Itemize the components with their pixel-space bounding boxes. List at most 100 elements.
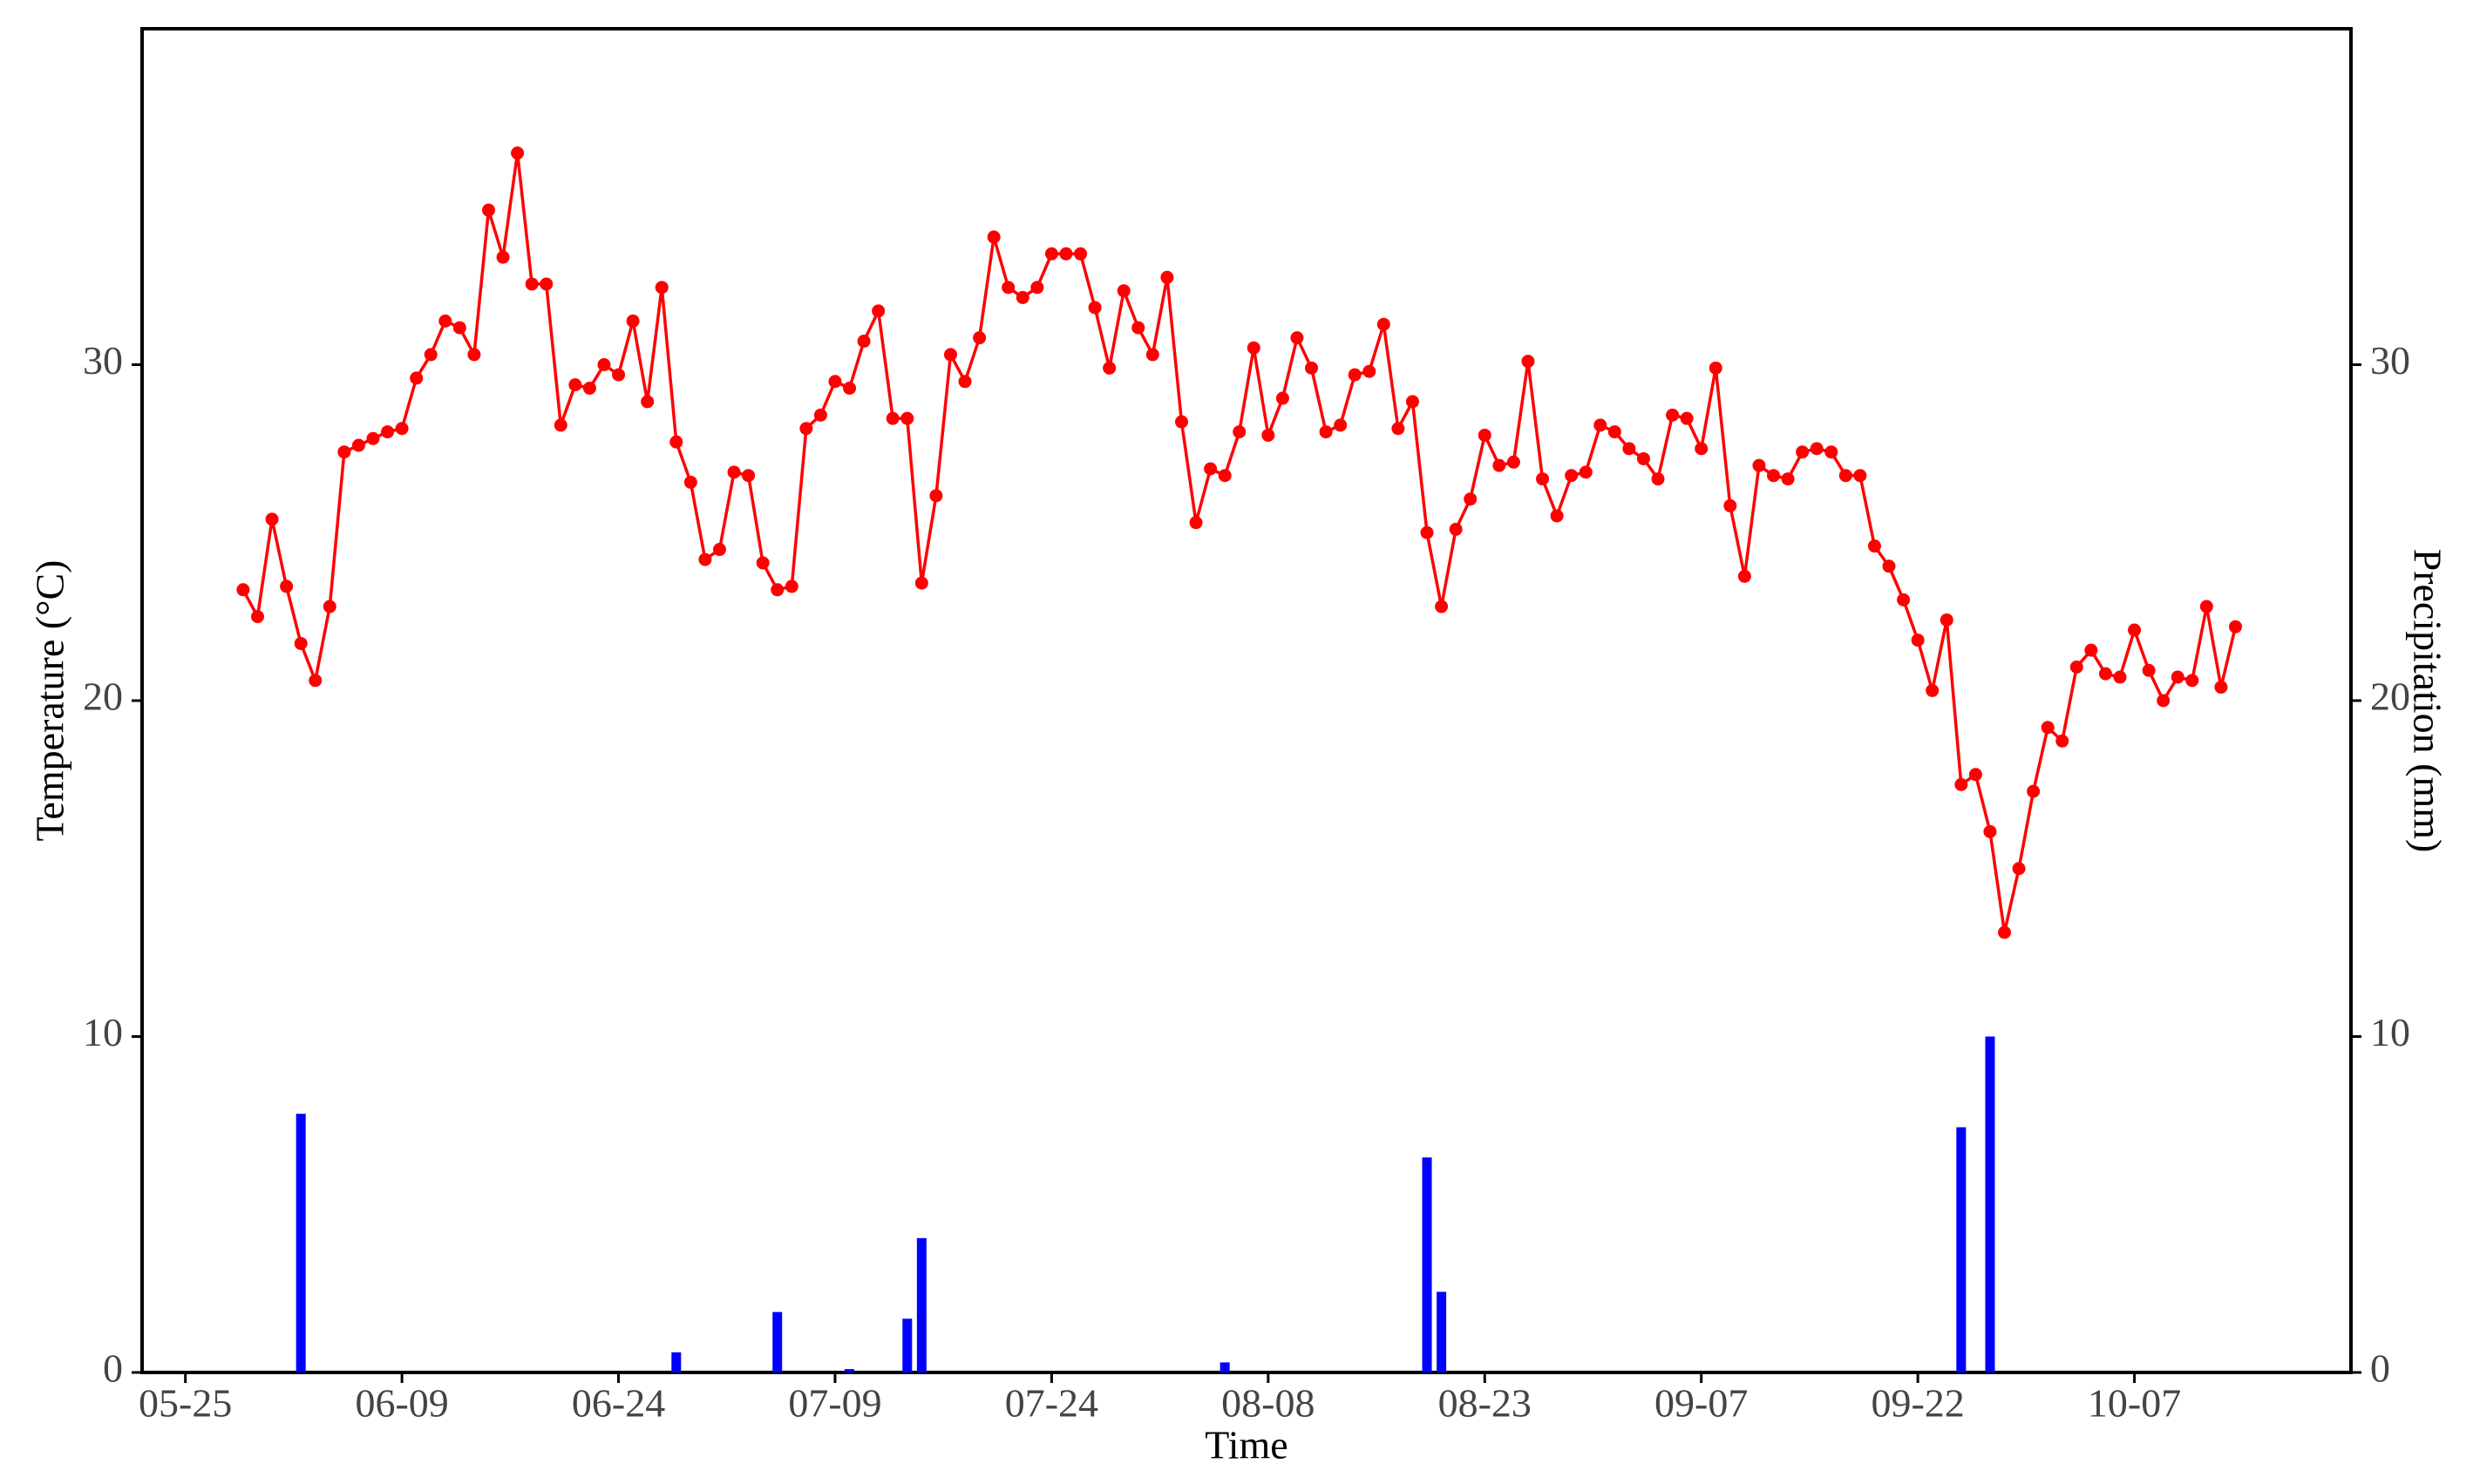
temperature-point: [337, 445, 351, 459]
temperature-point: [1506, 455, 1520, 469]
temperature-point: [525, 277, 539, 291]
precipitation-bar: [845, 1369, 855, 1372]
temperature-point: [351, 438, 365, 452]
temperature-point: [973, 331, 987, 345]
temperature-point: [2041, 721, 2055, 735]
temperature-point: [929, 489, 943, 503]
temperature-point: [1968, 768, 1982, 782]
temperature-point: [669, 435, 683, 449]
temperature-point: [943, 348, 957, 362]
temperature-point: [1362, 364, 1376, 378]
temperature-point: [1607, 425, 1621, 439]
temperature-point: [1680, 411, 1694, 425]
temperature-point: [2113, 670, 2127, 684]
temperature-point: [568, 378, 582, 392]
temperature-point: [1261, 428, 1275, 442]
temperature-point: [1983, 824, 1997, 838]
temperature-point: [914, 576, 928, 590]
temperature-point: [843, 381, 857, 395]
temperature-point: [1536, 472, 1550, 486]
temperature-point: [1420, 525, 1434, 539]
temperature-point: [1002, 281, 1016, 295]
y2-tick-label: 30: [2370, 338, 2410, 383]
temperature-point: [771, 583, 785, 597]
temperature-point: [323, 600, 336, 613]
temperature-point: [481, 203, 495, 217]
temperature-point: [597, 358, 611, 371]
temperature-point: [1435, 600, 1449, 613]
temperature-point: [886, 411, 900, 425]
temperature-point: [1824, 445, 1838, 459]
temperature-point: [1103, 361, 1117, 375]
temperature-point: [1030, 281, 1044, 295]
temperature-point: [1636, 451, 1650, 465]
temperature-point: [958, 375, 972, 389]
temperature-point: [1160, 270, 1174, 284]
temperature-point: [1940, 613, 1953, 627]
x-tick-label: 05-25: [139, 1381, 232, 1426]
temperature-point: [1478, 428, 1491, 442]
temperature-point: [1752, 458, 1766, 472]
temperature-point: [1838, 469, 1852, 483]
temperature-point: [410, 371, 424, 385]
temperature-point: [785, 579, 798, 593]
temperature-point: [1781, 472, 1795, 486]
temperature-point: [1550, 509, 1564, 523]
temperature-point: [612, 368, 626, 382]
temperature-point: [1796, 445, 1810, 459]
temperature-point: [756, 556, 770, 570]
precipitation-bar: [671, 1352, 682, 1372]
temperature-point: [250, 610, 264, 624]
y-axis-label: Temperature (°C): [28, 560, 72, 842]
y-tick-label: 0: [103, 1346, 123, 1391]
x-tick-label: 06-24: [572, 1381, 665, 1426]
temperature-point: [1695, 442, 1709, 456]
temperature-point: [2199, 600, 2213, 613]
temperature-point: [1334, 418, 1348, 432]
temperature-point: [1074, 247, 1088, 261]
temperature-point: [2012, 862, 2026, 876]
x-tick-label: 06-09: [355, 1381, 448, 1426]
temperature-point: [1348, 368, 1362, 382]
y-tick-label: 20: [83, 674, 123, 719]
precipitation-bar: [296, 1114, 306, 1372]
temperature-point: [265, 512, 279, 526]
plot-frame: [140, 27, 2353, 1374]
temperature-point: [1145, 348, 1159, 362]
temperature-point: [1651, 472, 1665, 486]
temperature-point: [511, 146, 525, 160]
temperature-point: [1521, 355, 1535, 369]
temperature-point: [1305, 361, 1319, 375]
precipitation-bar: [772, 1311, 783, 1372]
x-tick-label: 07-09: [788, 1381, 881, 1426]
temperature-point: [554, 418, 567, 432]
temperature-point: [1016, 290, 1029, 304]
temperature-point: [1998, 925, 2012, 939]
x-tick-label: 09-22: [1871, 1381, 1964, 1426]
temperature-point: [2128, 623, 2142, 637]
y2-axis-label: Precipitation (mm): [2405, 549, 2449, 853]
temperature-point: [438, 314, 452, 328]
temperature-point: [742, 469, 756, 483]
temperature-point: [655, 281, 669, 295]
temperature-point: [1867, 539, 1881, 553]
temperature-point: [1131, 321, 1145, 335]
temperature-point: [1233, 425, 1247, 439]
precipitation-bar: [1437, 1291, 1447, 1372]
temperature-point: [467, 348, 481, 362]
precipitation-bar: [916, 1237, 927, 1372]
x-tick-label: 08-08: [1221, 1381, 1315, 1426]
temperature-point: [1391, 422, 1405, 436]
temperature-point: [2027, 784, 2041, 798]
y-tick-label: 30: [83, 338, 123, 383]
temperature-point: [2069, 660, 2083, 674]
temperature-point: [2098, 667, 2112, 681]
y2-tick-label: 10: [2370, 1010, 2410, 1054]
temperature-point: [1911, 634, 1925, 647]
temperature-point: [1622, 442, 1636, 456]
x-tick-label: 10-07: [2088, 1381, 2181, 1426]
temperature-point: [626, 314, 640, 328]
temperature-point: [1810, 442, 1824, 456]
